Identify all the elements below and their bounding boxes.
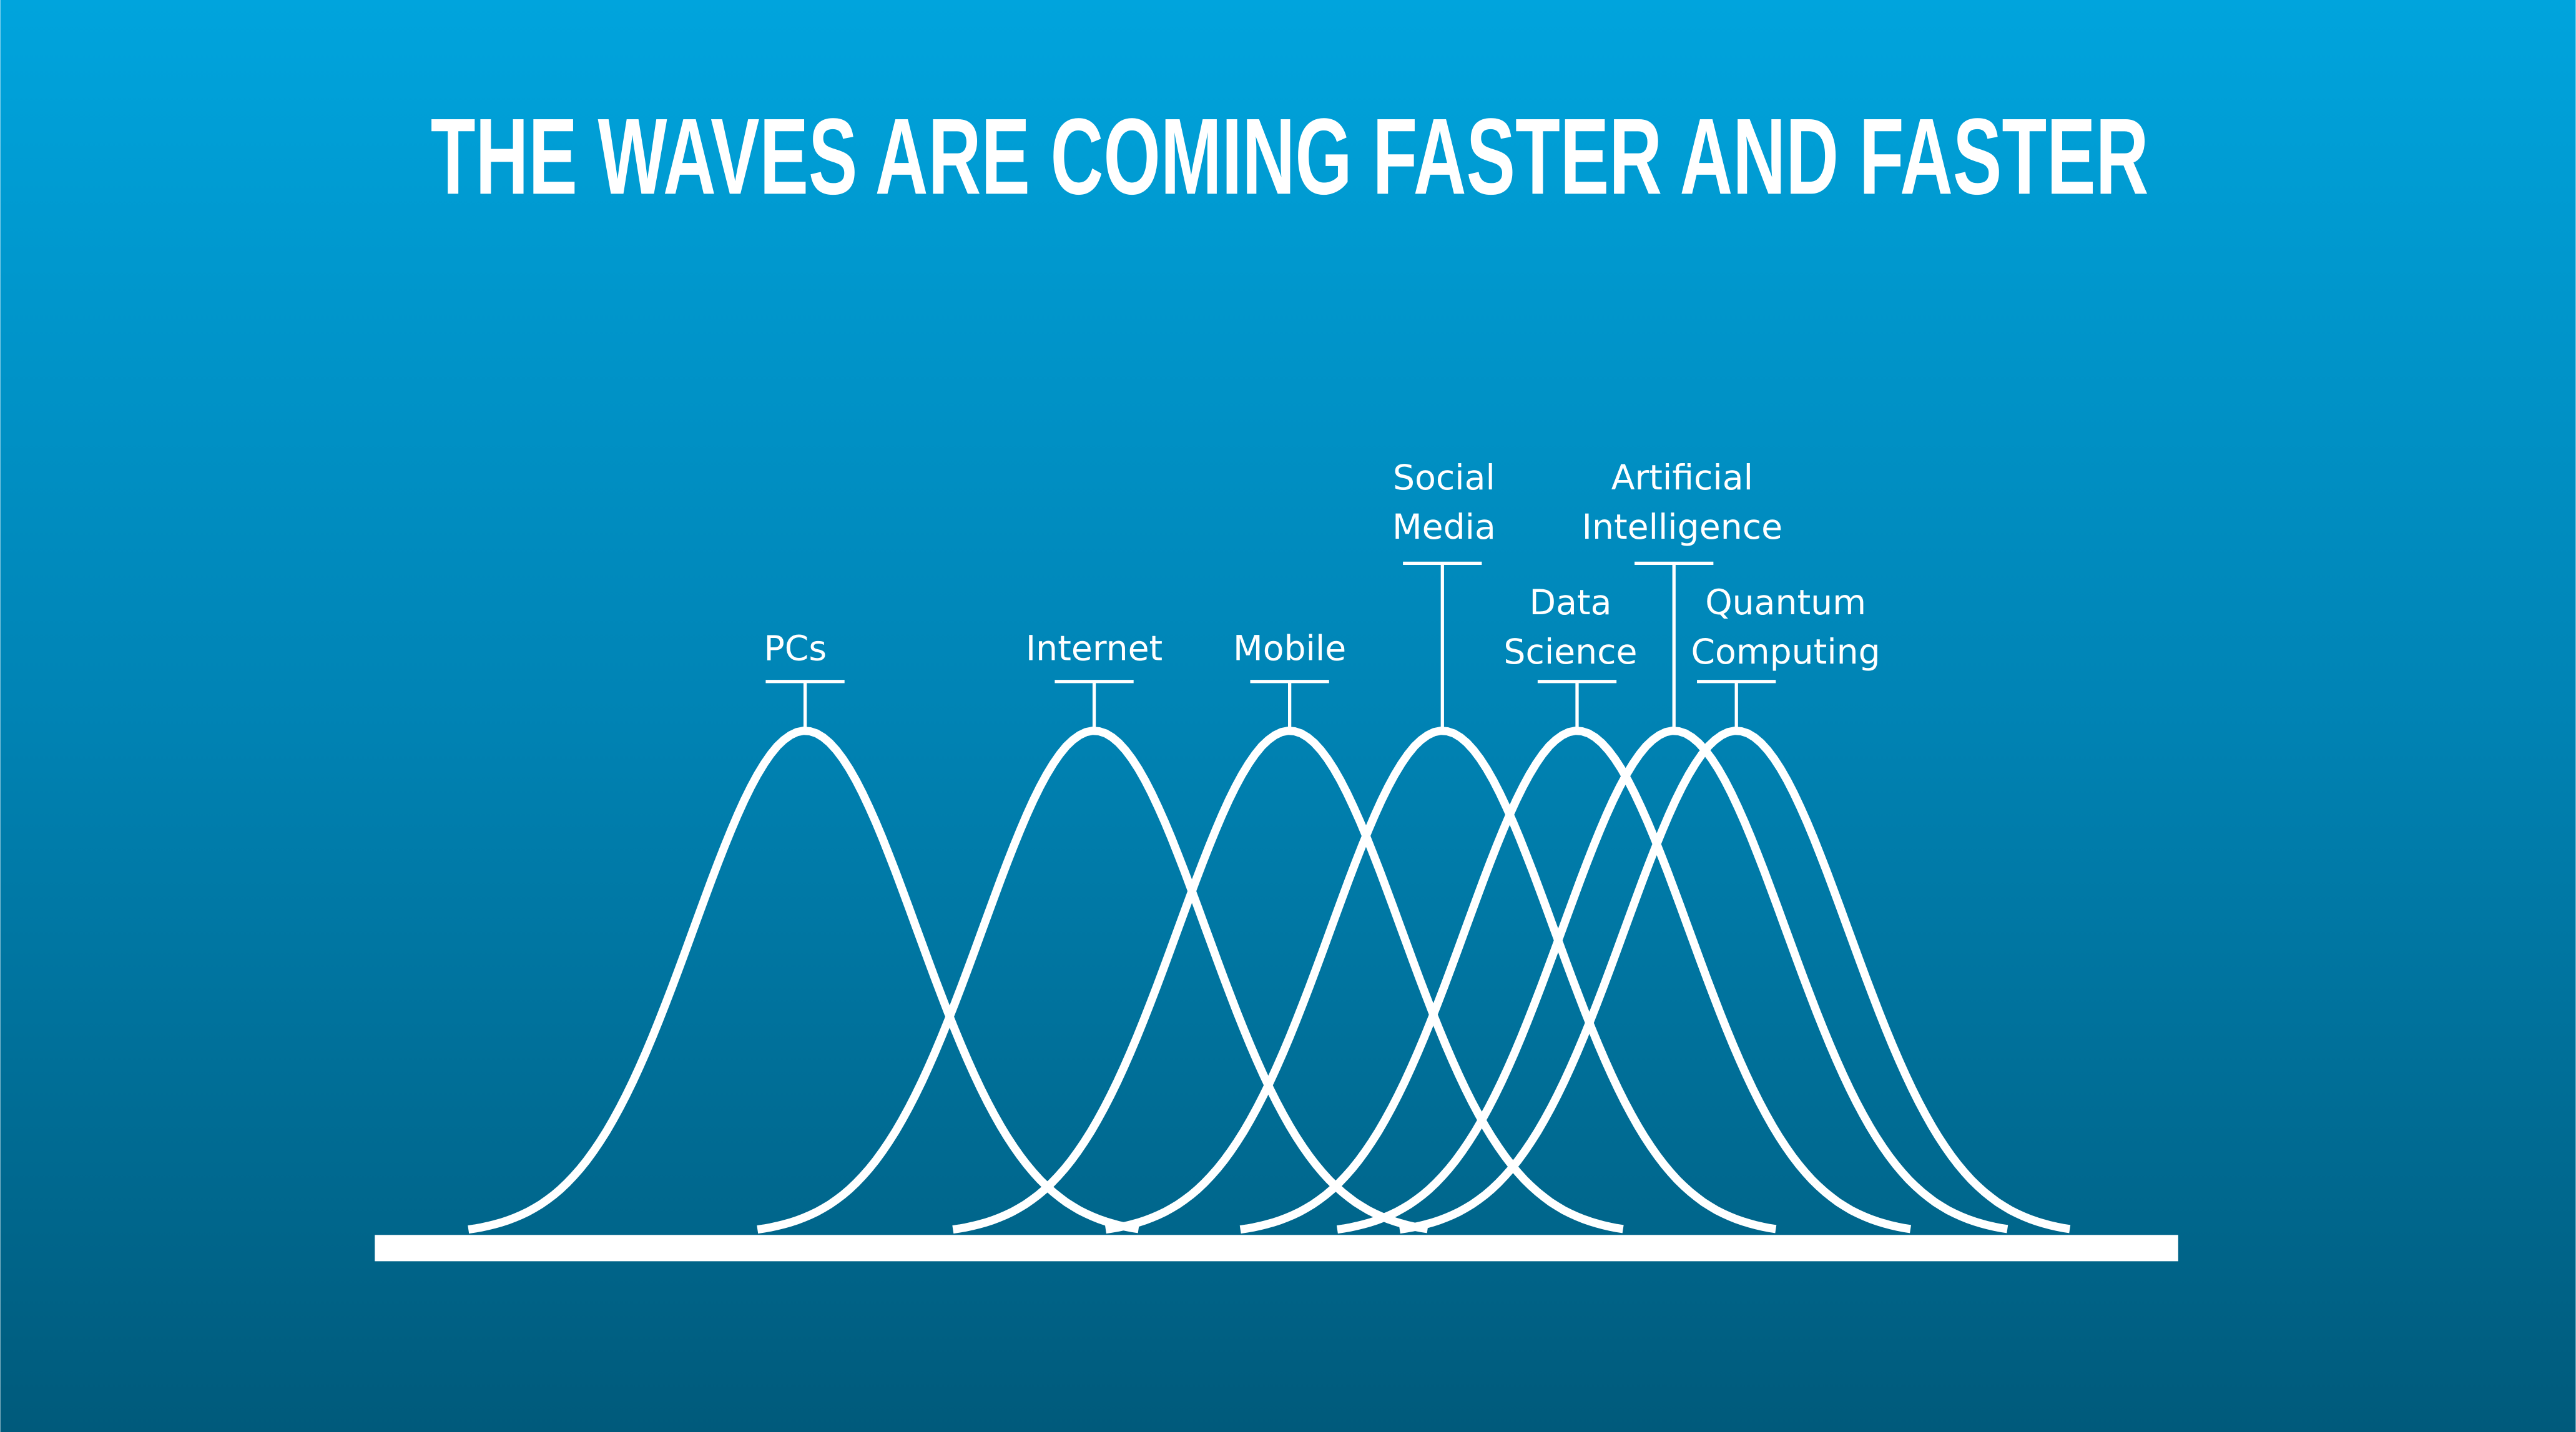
baseline [375, 1235, 2178, 1262]
wave-curve [757, 727, 1428, 1234]
wave-label: Social [1393, 458, 1495, 498]
wave-label: Internet [1026, 629, 1163, 669]
wave-curve [1239, 727, 1912, 1234]
wave-label: Quantum [1705, 583, 1866, 623]
wave-label: Artificial [1611, 458, 1753, 498]
wave-label: Media [1392, 508, 1496, 547]
wave-label: Science [1503, 632, 1637, 672]
wave-curve [1399, 727, 2071, 1234]
waves: PCs Internet Mobile Social Media Data Science A… [468, 458, 2071, 1234]
wave-label: Data [1530, 583, 1612, 623]
wave-label: PCs [764, 629, 827, 669]
wave-curve [468, 727, 1139, 1234]
wave-label: Mobile [1233, 629, 1346, 669]
wave-curve [1336, 727, 2008, 1234]
wave-label: Computing [1691, 632, 1880, 672]
wave-label: Intelligence [1582, 508, 1782, 547]
slide-title: THE WAVES ARE COMING FASTER AND FASTER [431, 96, 2149, 217]
wave-curve [1105, 727, 1777, 1234]
